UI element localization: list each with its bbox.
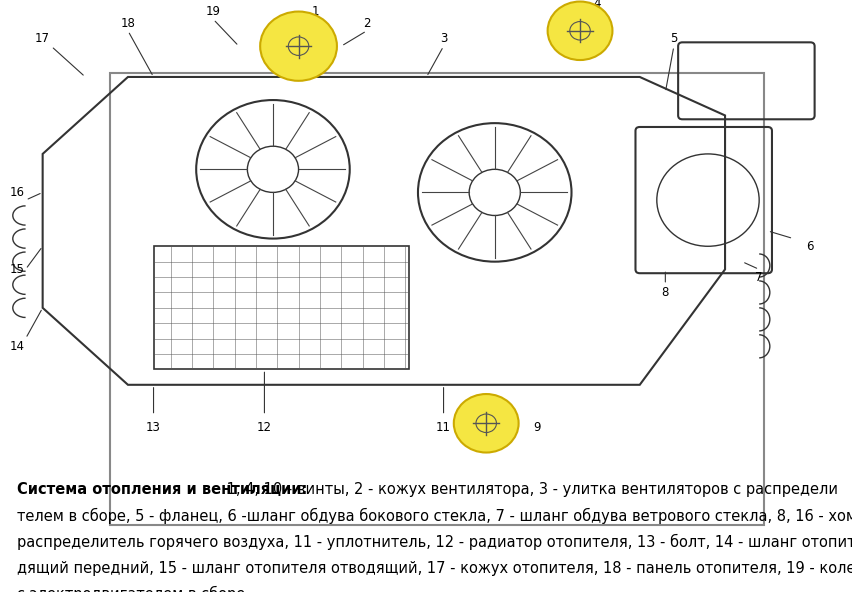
Text: распределитель горячего воздуха, 11 - уплотнитель, 12 - радиатор отопителя, 13 -: распределитель горячего воздуха, 11 - уп… bbox=[17, 534, 852, 550]
Text: 18: 18 bbox=[120, 17, 135, 30]
Text: 17: 17 bbox=[35, 32, 50, 45]
Text: 3: 3 bbox=[440, 32, 446, 45]
Text: 7: 7 bbox=[755, 271, 762, 284]
Text: 11: 11 bbox=[435, 421, 451, 433]
Text: 6: 6 bbox=[806, 240, 813, 253]
FancyBboxPatch shape bbox=[110, 73, 763, 525]
Text: 16: 16 bbox=[9, 186, 25, 199]
Text: дящий передний, 15 - шланг отопителя отводящий, 17 - кожух отопителя, 18 - панел: дящий передний, 15 - шланг отопителя отв… bbox=[17, 560, 852, 576]
Text: 4: 4 bbox=[593, 0, 600, 10]
Text: 5: 5 bbox=[670, 32, 676, 45]
Circle shape bbox=[260, 11, 337, 81]
Text: 1, 4, 10 - винты, 2 - кожух вентилятора, 3 - улитка вентиляторов с распредели: 1, 4, 10 - винты, 2 - кожух вентилятора,… bbox=[222, 482, 837, 497]
Text: 13: 13 bbox=[146, 421, 161, 433]
Text: 12: 12 bbox=[256, 421, 272, 433]
Text: 8: 8 bbox=[661, 286, 668, 299]
Text: телем в сборе, 5 - фланец, 6 -шланг обдува бокового стекла, 7 - шланг обдува вет: телем в сборе, 5 - фланец, 6 -шланг обду… bbox=[17, 508, 852, 524]
Text: 14: 14 bbox=[9, 340, 25, 353]
Text: 19: 19 bbox=[205, 5, 221, 18]
Text: 15: 15 bbox=[9, 263, 25, 276]
Text: 10: 10 bbox=[504, 421, 519, 433]
Circle shape bbox=[547, 2, 612, 60]
Circle shape bbox=[453, 394, 518, 452]
Text: 2: 2 bbox=[363, 17, 370, 30]
Text: 1: 1 bbox=[312, 5, 319, 18]
Text: Система отопления и вентиляции:: Система отопления и вентиляции: bbox=[17, 482, 307, 497]
Text: 9: 9 bbox=[533, 421, 540, 433]
Text: с электродвигателем в сборе: с электродвигателем в сборе bbox=[17, 586, 245, 592]
